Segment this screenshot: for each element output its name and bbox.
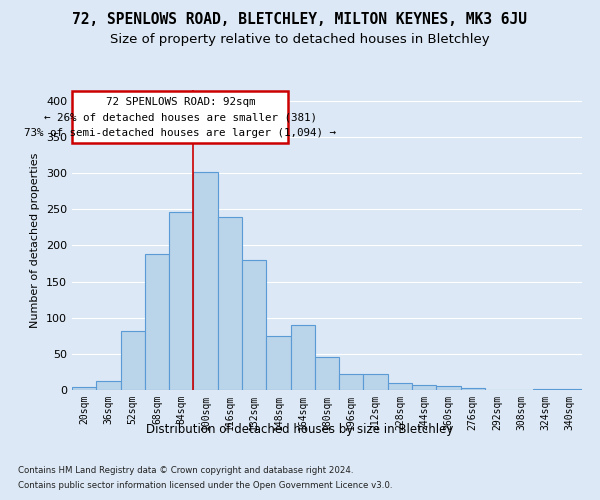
Bar [315, 358, 339, 390]
Text: Contains public sector information licensed under the Open Government Licence v3: Contains public sector information licen… [18, 481, 392, 490]
Bar [121, 330, 145, 390]
Bar [169, 212, 193, 390]
Bar [72, 387, 96, 390]
Text: 72, SPENLOWS ROAD, BLETCHLEY, MILTON KEYNES, MK3 6JU: 72, SPENLOWS ROAD, BLETCHLEY, MILTON KEY… [73, 12, 527, 28]
Bar [461, 388, 485, 390]
Bar [290, 325, 315, 390]
Bar [145, 254, 169, 390]
Bar [266, 336, 290, 390]
Bar [412, 385, 436, 390]
Text: 72 SPENLOWS ROAD: 92sqm
← 26% of detached houses are smaller (381)
73% of semi-d: 72 SPENLOWS ROAD: 92sqm ← 26% of detache… [25, 96, 337, 138]
FancyBboxPatch shape [73, 92, 288, 143]
Bar [339, 374, 364, 390]
Bar [558, 388, 582, 390]
Bar [388, 383, 412, 390]
Bar [242, 260, 266, 390]
Text: Size of property relative to detached houses in Bletchley: Size of property relative to detached ho… [110, 32, 490, 46]
Bar [193, 172, 218, 390]
Bar [436, 386, 461, 390]
Bar [96, 380, 121, 390]
Y-axis label: Number of detached properties: Number of detached properties [31, 152, 40, 328]
Bar [533, 388, 558, 390]
Text: Contains HM Land Registry data © Crown copyright and database right 2024.: Contains HM Land Registry data © Crown c… [18, 466, 353, 475]
Text: Distribution of detached houses by size in Bletchley: Distribution of detached houses by size … [146, 422, 454, 436]
Bar [364, 374, 388, 390]
Bar [218, 216, 242, 390]
